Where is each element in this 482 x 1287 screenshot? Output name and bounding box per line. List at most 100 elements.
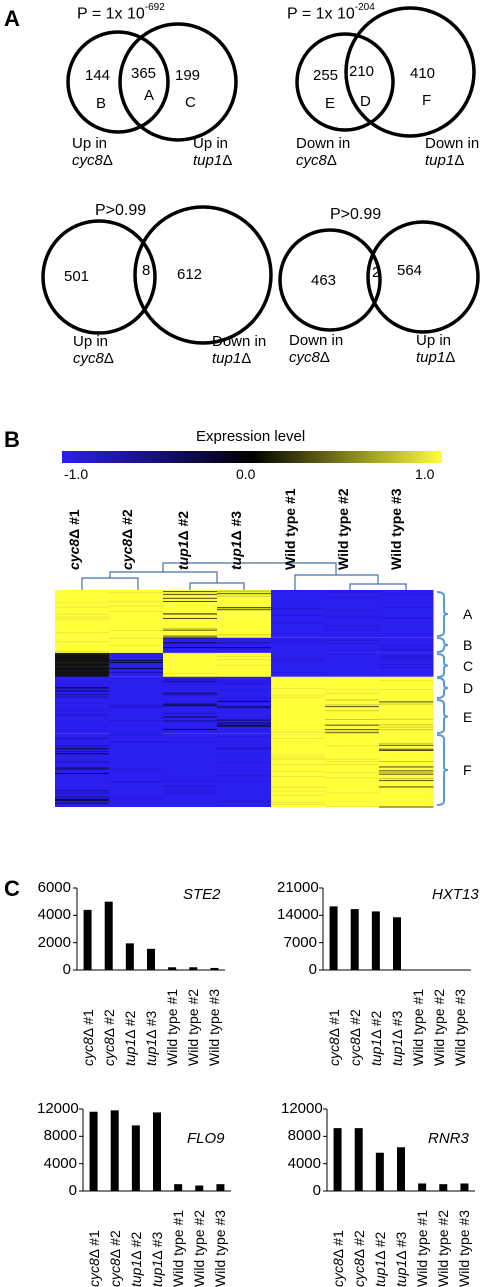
heatmap-stripe xyxy=(379,726,434,728)
heatmap-stripe xyxy=(163,597,218,599)
heatmap-column-label: Wild type #3 xyxy=(388,488,404,570)
bar xyxy=(375,1152,384,1191)
heatmap-stripe xyxy=(325,806,380,808)
heatmap-stripe xyxy=(109,771,164,773)
heatmap-stripe xyxy=(217,656,272,657)
heatmap-stripe xyxy=(271,671,326,673)
heatmap-stripe xyxy=(271,687,326,689)
heatmap-stripe xyxy=(217,725,272,727)
heatmap-stripe xyxy=(109,785,164,787)
bar-category-label: Wild type #3 xyxy=(456,1209,473,1287)
heatmap-stripe xyxy=(163,785,218,787)
heatmap-stripe xyxy=(109,637,164,639)
venn2-left-count: 255 xyxy=(313,67,339,84)
heatmap-stripe xyxy=(271,747,326,748)
heatmap-stripe xyxy=(163,694,218,696)
venn2-overlap-region: D xyxy=(360,93,371,110)
heatmap-stripe xyxy=(271,738,326,739)
venn3-right-count: 612 xyxy=(177,266,203,283)
heatmap-stripe xyxy=(379,692,434,693)
heatmap-stripe xyxy=(379,778,434,779)
heatmap-stripe xyxy=(109,768,164,770)
heatmap-stripe xyxy=(55,592,110,594)
bar xyxy=(83,909,92,970)
heatmap-stripe xyxy=(55,675,110,677)
heatmap-stripe xyxy=(55,611,110,613)
panel-letter-c: C xyxy=(4,876,20,901)
heatmap-stripe xyxy=(55,618,110,620)
heatmap-stripe xyxy=(271,632,326,634)
dendro-branch-cyc8 xyxy=(81,577,139,590)
heatmap-stripe xyxy=(217,724,272,726)
heatmap-stripe xyxy=(109,691,164,693)
heatmap-stripe xyxy=(163,658,218,660)
heatmap-stripe xyxy=(217,658,272,660)
heatmap-stripe xyxy=(325,760,380,762)
venn1-left-region: B xyxy=(96,95,107,112)
heatmap-stripe xyxy=(217,595,272,597)
heatmap-stripe xyxy=(217,609,272,611)
heatmap-stripe xyxy=(379,664,434,666)
heatmap-stripe xyxy=(217,789,272,791)
heatmap-stripe xyxy=(271,607,326,609)
bar-category-label: Wild type #1 xyxy=(170,1209,187,1287)
colorbar-max-label: 1.0 xyxy=(415,466,435,482)
heatmap-stripe xyxy=(325,744,380,746)
heatmap-stripe xyxy=(325,699,380,701)
heatmap-stripe xyxy=(271,698,326,700)
heatmap-stripe xyxy=(217,758,272,760)
heatmap-stripe xyxy=(379,649,434,651)
heatmap-stripe xyxy=(109,671,164,673)
venn4-left-label: Down in cyc8Δ xyxy=(289,332,344,366)
heatmap-stripe xyxy=(55,606,110,608)
heatmap-stripe xyxy=(325,692,380,694)
cluster-bracket xyxy=(436,637,449,653)
bar xyxy=(168,967,177,970)
heatmap-stripe xyxy=(109,600,164,602)
heatmap-stripe xyxy=(271,648,326,649)
heatmap-stripe xyxy=(109,608,164,610)
heatmap-stripe xyxy=(325,710,380,712)
bar-category-label: cyc8Δ #1 xyxy=(329,1230,346,1287)
heatmap-stripe xyxy=(55,662,110,664)
heatmap-stripe xyxy=(55,653,110,655)
venn1-right-count: 199 xyxy=(175,67,201,84)
heatmap-stripe xyxy=(163,780,218,782)
heatmap-stripe xyxy=(163,716,218,718)
heatmap-stripe xyxy=(163,673,218,674)
venn4-left-circle xyxy=(278,228,382,332)
venn1-overlap-count: 365 xyxy=(131,65,157,82)
bar-y-tick-label: 14000 xyxy=(277,906,319,924)
bar-category-label: cyc8Δ #1 xyxy=(85,1230,102,1287)
heatmap-stripe xyxy=(55,748,110,750)
heatmap-stripe xyxy=(109,746,164,748)
heatmap-stripe xyxy=(163,728,218,730)
heatmap-stripe xyxy=(325,639,380,641)
heatmap-stripe xyxy=(217,590,272,592)
heatmap-cell xyxy=(217,590,272,638)
heatmap-stripe xyxy=(55,690,110,692)
bar-category-label: tup1Δ #2 xyxy=(121,1010,138,1066)
venn3-left-circle xyxy=(41,219,157,335)
heatmap-stripe xyxy=(55,802,110,804)
heatmap-stripe xyxy=(217,722,272,724)
heatmap-stripe xyxy=(217,744,272,746)
heatmap-stripe xyxy=(271,758,326,760)
heatmap-stripe xyxy=(325,591,380,593)
heatmap-stripe xyxy=(163,741,218,743)
heatmap-stripe xyxy=(325,629,380,631)
heatmap-stripe xyxy=(163,627,218,629)
heatmap-stripe xyxy=(379,695,434,697)
bar-y-tick-label: 0 xyxy=(308,961,317,978)
bar-y-tick-label: 12000 xyxy=(281,1100,323,1117)
heatmap-stripe xyxy=(325,625,380,627)
heatmap-stripe xyxy=(217,735,272,737)
heatmap-stripe xyxy=(55,768,110,770)
cluster-brackets xyxy=(436,591,449,806)
heatmap-stripe xyxy=(217,738,272,740)
heatmap-stripe xyxy=(325,776,380,778)
heatmap-stripe xyxy=(379,773,434,775)
cluster-bracket xyxy=(436,699,449,734)
bar-category-label: cyc8Δ #2 xyxy=(350,1230,367,1287)
heatmap-stripe xyxy=(379,624,434,626)
